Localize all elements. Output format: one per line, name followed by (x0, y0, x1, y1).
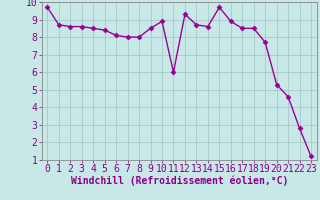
X-axis label: Windchill (Refroidissement éolien,°C): Windchill (Refroidissement éolien,°C) (70, 176, 288, 186)
